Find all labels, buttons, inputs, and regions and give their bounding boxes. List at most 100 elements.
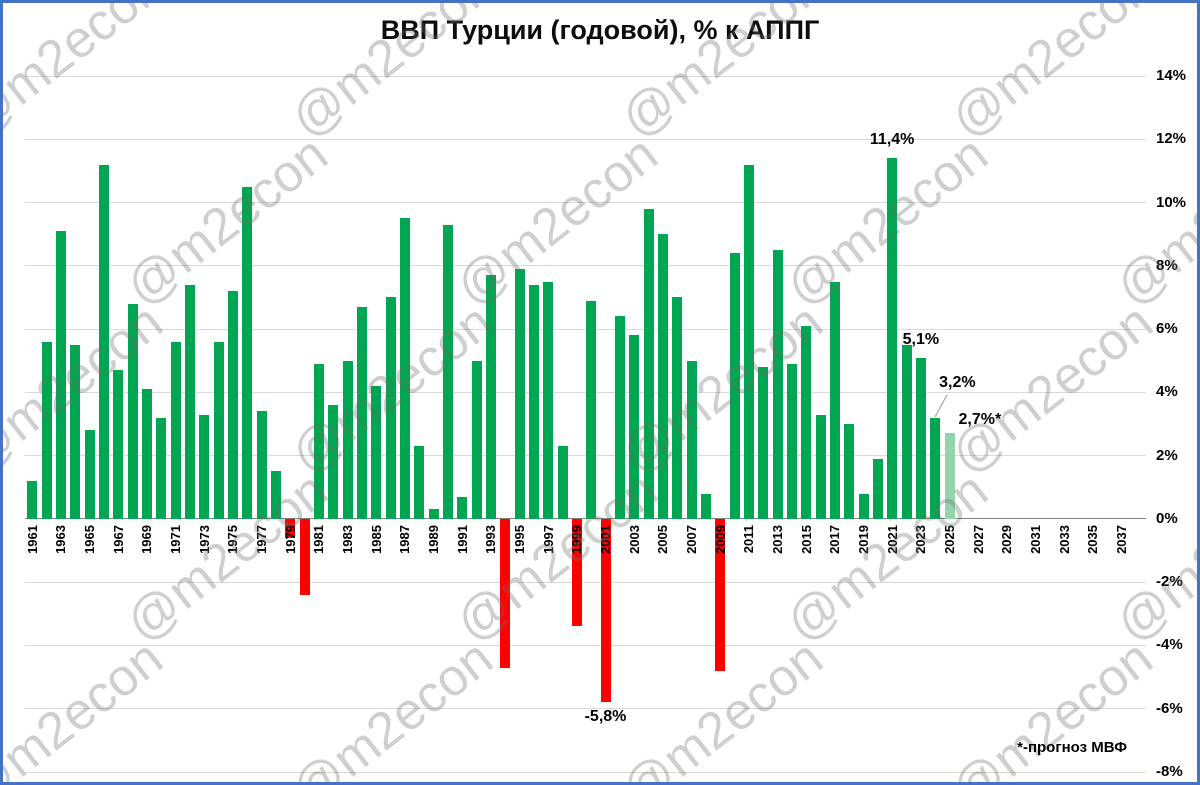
x-axis-label: 2023 <box>913 524 929 554</box>
bar-1998 <box>557 446 568 519</box>
x-axis-label: 1977 <box>254 524 269 554</box>
y-axis-label: -4% <box>1156 636 1183 654</box>
bar-1989 <box>428 509 439 519</box>
bar-1979 <box>285 518 296 538</box>
bar-1970 <box>156 417 167 519</box>
bar-1971 <box>170 341 181 519</box>
x-axis-label: 2007 <box>684 524 699 554</box>
x-axis-label: 2019 <box>856 524 871 554</box>
bar-1994 <box>500 518 511 668</box>
bar-2016 <box>815 414 826 519</box>
bar-1962 <box>41 341 52 519</box>
x-axis-label: 2035 <box>1085 524 1101 554</box>
bar-1982 <box>328 405 339 519</box>
bar-1987 <box>399 218 410 519</box>
bar-2010 <box>729 253 740 519</box>
gridline <box>25 644 1146 646</box>
bar-2021 <box>887 158 898 519</box>
x-axis-label: 1997 <box>540 524 556 554</box>
bar-2005 <box>657 234 668 519</box>
bar-2004 <box>643 208 654 519</box>
x-axis-label: 1989 <box>426 524 441 554</box>
bar-2012 <box>758 367 769 519</box>
watermark-text: @m2econ <box>1105 124 1200 318</box>
gridline <box>25 708 1146 710</box>
x-axis-label: 1985 <box>368 524 384 554</box>
annotation-2023: 5,1% <box>902 330 940 348</box>
bar-1991 <box>457 496 468 519</box>
x-axis-label: 2015 <box>798 524 814 554</box>
watermark-text: @m2econ <box>115 124 339 318</box>
gridline <box>25 75 1146 77</box>
bar-1981 <box>313 363 324 519</box>
y-axis-label: 6% <box>1156 320 1178 338</box>
bar-2020 <box>872 458 883 519</box>
bar-1963 <box>55 231 66 519</box>
x-axis-label: 2031 <box>1028 524 1043 554</box>
gridline <box>25 138 1146 140</box>
bar-1975 <box>227 291 238 519</box>
bar-1985 <box>371 386 382 519</box>
annotation-2025: 2,7%* <box>958 411 1002 429</box>
x-axis-label: 2013 <box>770 524 785 554</box>
bar-1965 <box>84 430 95 519</box>
x-axis-label: 1971 <box>168 524 183 554</box>
annotation-2021: 11,4% <box>869 131 915 149</box>
bar-1976 <box>242 186 253 519</box>
bar-2022 <box>901 344 912 519</box>
bar-2001 <box>600 518 611 703</box>
bar-2015 <box>801 325 812 519</box>
bar-1990 <box>442 224 453 519</box>
bar-1993 <box>485 275 496 519</box>
x-axis-label: 2037 <box>1114 524 1129 554</box>
bar-2008 <box>700 493 711 519</box>
x-axis-label: 1961 <box>24 524 40 554</box>
gridline <box>25 391 1146 393</box>
x-axis-label: 2001 <box>598 524 613 554</box>
bar-1967 <box>113 370 124 519</box>
bar-1966 <box>98 164 109 519</box>
x-axis-label: 2017 <box>827 524 843 554</box>
x-axis-label: 2003 <box>626 524 642 554</box>
bar-2019 <box>858 493 869 519</box>
bar-1984 <box>356 306 367 519</box>
y-axis-label: 8% <box>1156 256 1178 274</box>
x-axis-label: 2027 <box>970 524 986 554</box>
watermark-text: @m2econ <box>1105 460 1200 654</box>
gridline <box>25 328 1146 330</box>
y-axis-label: 2% <box>1156 446 1178 464</box>
bar-1986 <box>385 297 396 519</box>
bar-1978 <box>270 471 281 519</box>
x-axis-label: 1979 <box>282 524 298 554</box>
bar-1968 <box>127 303 138 519</box>
annotation-2024: 3,2% <box>939 373 976 391</box>
x-axis-label: 1975 <box>225 524 241 554</box>
gridline <box>25 455 1146 457</box>
bar-2009 <box>715 518 726 671</box>
bar-2000 <box>586 300 597 519</box>
gridline <box>25 771 1146 773</box>
bar-2002 <box>614 316 625 519</box>
gridline <box>25 265 1146 267</box>
x-axis-label: 2009 <box>712 524 728 554</box>
watermark-text: @m2econ <box>280 628 504 785</box>
x-axis-label: 2005 <box>655 524 671 554</box>
watermark-text: @m2econ <box>445 124 669 318</box>
bar-2018 <box>844 424 855 519</box>
x-axis-line <box>25 518 1146 520</box>
y-axis-label: -6% <box>1156 699 1183 717</box>
x-axis-label: 1987 <box>397 524 413 554</box>
bar-1980 <box>299 518 310 595</box>
bar-1964 <box>70 344 81 519</box>
bar-1995 <box>514 268 525 519</box>
bar-1999 <box>571 518 582 627</box>
bar-1969 <box>141 389 152 519</box>
bar-1988 <box>414 446 425 519</box>
x-axis-label: 1965 <box>82 524 97 554</box>
watermark-text: @m2econ <box>940 628 1164 785</box>
bar-1973 <box>199 414 210 519</box>
x-axis-label: 2021 <box>884 524 900 554</box>
bar-2011 <box>743 164 754 519</box>
x-axis-label: 1983 <box>340 524 355 554</box>
